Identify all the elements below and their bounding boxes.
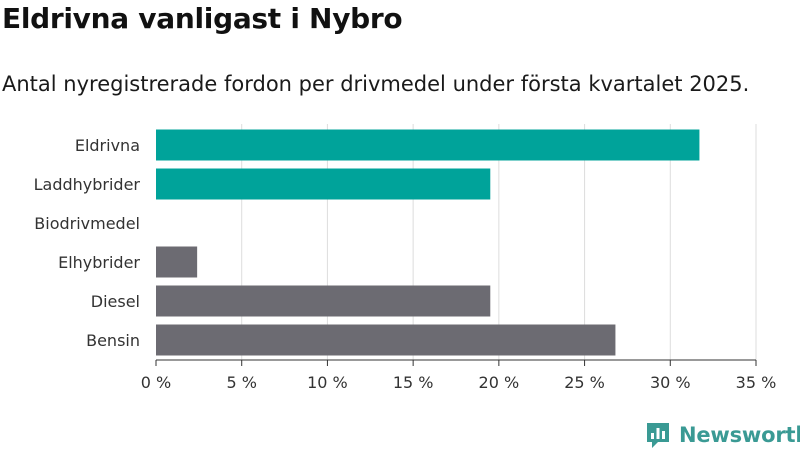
x-tick-label: 35 % — [736, 373, 777, 392]
bar — [156, 129, 700, 161]
x-tick-label: 25 % — [564, 373, 605, 392]
category-label: Elhybrider — [58, 253, 140, 272]
bar — [156, 168, 491, 200]
bar — [156, 246, 198, 278]
category-label: Biodrivmedel — [34, 214, 140, 233]
x-tick-label: 5 % — [226, 373, 256, 392]
category-label: Diesel — [91, 292, 140, 311]
x-tick-label: 10 % — [307, 373, 348, 392]
bar-chart: Eldrivna Laddhybrider Biodrivmedel Elhybrid… — [34, 124, 777, 392]
brand-logo: Newsworthy — [645, 420, 800, 450]
bar — [156, 324, 616, 356]
category-label: Eldrivna — [75, 136, 140, 155]
x-tick-label: 20 % — [479, 373, 520, 392]
x-tick-label: 0 % — [141, 373, 171, 392]
chart-title: Eldrivna vanligast i Nybro — [2, 2, 403, 35]
bar — [156, 285, 491, 317]
category-label: Laddhybrider — [34, 175, 141, 194]
x-tick-label: 15 % — [393, 373, 434, 392]
newsworthy-icon — [647, 423, 669, 448]
x-tick-label: 30 % — [650, 373, 691, 392]
brand-name: Newsworthy — [679, 423, 800, 447]
category-label: Bensin — [86, 331, 140, 350]
chart-subtitle: Antal nyregistrerade fordon per drivmede… — [2, 72, 750, 96]
